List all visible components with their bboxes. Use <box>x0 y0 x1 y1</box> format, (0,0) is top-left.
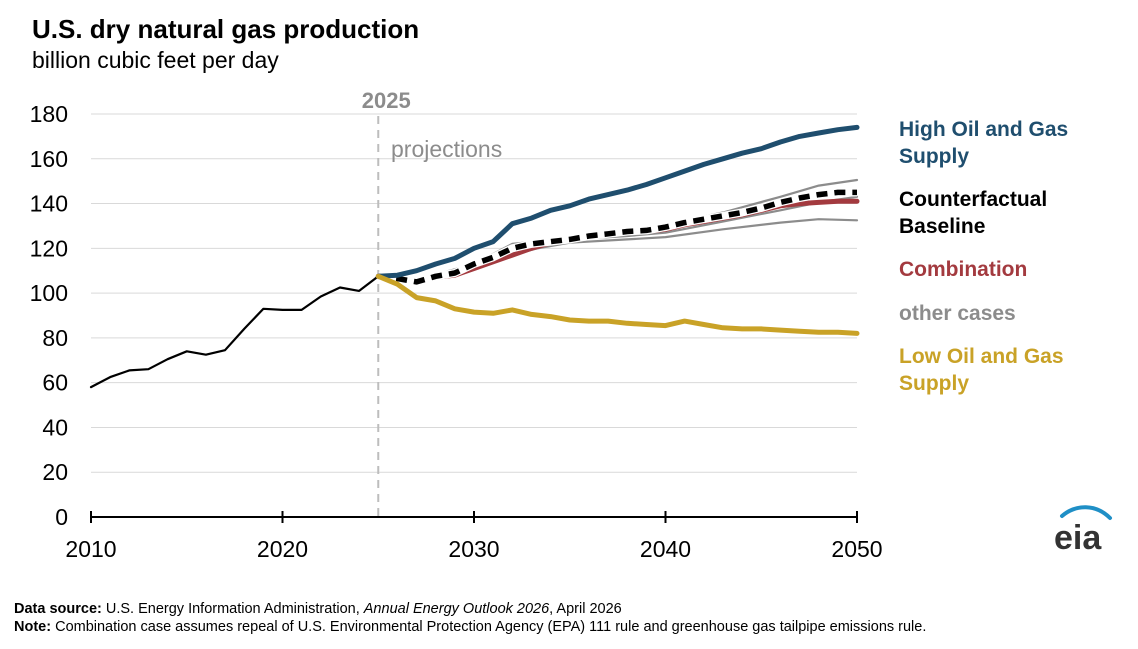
y-tick-label: 160 <box>30 146 68 172</box>
y-tick-label: 20 <box>42 459 68 485</box>
data-source-label: Data source: <box>14 601 102 617</box>
y-tick-label: 140 <box>30 191 68 217</box>
x-tick-label: 2030 <box>448 536 499 562</box>
eia-logo-swoosh-icon <box>1060 505 1112 520</box>
series-line-low <box>375 273 860 336</box>
footer: Data source: U.S. Energy Information Adm… <box>14 600 926 636</box>
legend-label-high: High Oil and Gas Supply <box>899 118 1069 168</box>
y-tick-label: 120 <box>30 235 68 261</box>
y-tick-label: 180 <box>30 101 68 127</box>
y-tick-label: 80 <box>42 325 68 351</box>
y-tick-label: 0 <box>55 504 68 530</box>
y-tick-label: 60 <box>42 370 68 396</box>
chart-title: U.S. dry natural gas production <box>32 14 420 44</box>
legend-label-baseline: Counterfactual Baseline <box>899 188 1048 238</box>
eia-logo-text: eia <box>1054 519 1102 554</box>
series-line-baseline <box>377 189 857 285</box>
series-line-high <box>375 124 860 279</box>
eia-logo: eia <box>1054 505 1112 554</box>
legend-label-other: other cases <box>899 302 1016 325</box>
legend-label-low: Low Oil and Gas Supply <box>899 345 1064 395</box>
x-tick-label: 2040 <box>640 536 691 562</box>
note-label: Note: <box>14 619 52 635</box>
x-tick-label: 2050 <box>831 536 882 562</box>
y-tick-label: 100 <box>30 280 68 306</box>
y-tick-label: 40 <box>42 414 68 440</box>
legend-label-combination: Combination <box>899 258 1028 281</box>
series-line-history <box>89 275 380 389</box>
divider-year-label: 2025 <box>362 88 411 113</box>
chart-subtitle: billion cubic feet per day <box>32 47 279 73</box>
projections-label: projections <box>391 136 502 162</box>
x-tick-label: 2010 <box>65 536 116 562</box>
data-source-publication: Annual Energy Outlook 2026 <box>363 601 550 617</box>
x-tick-label: 2020 <box>257 536 308 562</box>
data-source-date: , April 2026 <box>549 601 622 617</box>
note-line: Note: Combination case assumes repeal of… <box>14 618 926 636</box>
data-source-line: Data source: U.S. Energy Information Adm… <box>14 600 926 618</box>
note-text: Combination case assumes repeal of U.S. … <box>51 619 927 635</box>
data-source-text: U.S. Energy Information Administration, <box>101 601 364 617</box>
